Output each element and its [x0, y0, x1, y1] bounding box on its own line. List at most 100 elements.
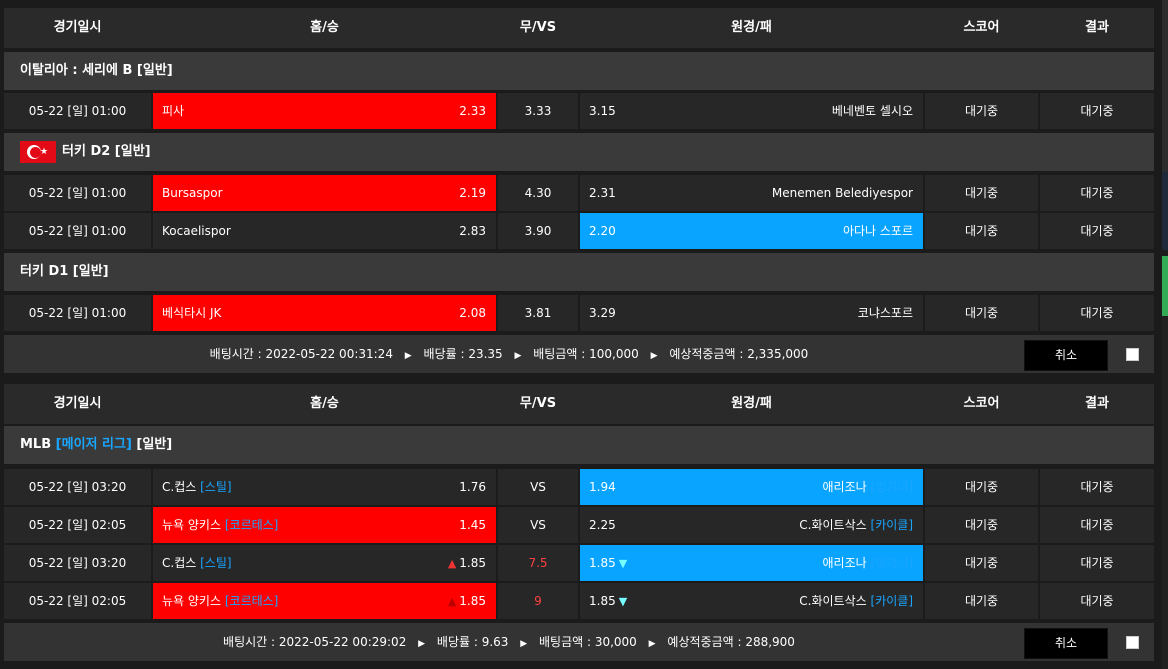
table-header: 경기일시 홈/승 무/VS 원경/패 스코어 결과: [4, 384, 1154, 424]
result-status: 대기중: [1040, 507, 1154, 543]
home-team: 베식타시 JK: [162, 306, 222, 320]
home-team: C.컵스: [162, 480, 197, 494]
home-pitcher: [코르테스]: [224, 594, 279, 608]
home-odds-wrap: ▲ 1.85: [448, 545, 486, 582]
header-score: 스코어: [963, 20, 1000, 35]
away-odds: 2.20: [589, 224, 616, 238]
bet-amount: 배팅금액 : 100,000: [533, 347, 639, 361]
home-odds-cell[interactable]: 뉴욕 양키스 [코르테스] 1.45: [153, 507, 496, 543]
score-status: 대기중: [925, 295, 1038, 331]
home-odds-cell[interactable]: 뉴욕 양키스 [코르테스] ▲ 1.85: [153, 583, 496, 619]
home-team-wrap: 뉴욕 양키스 [코르테스]: [162, 507, 278, 543]
table-header: 경기일시 홈/승 무/VS 원경/패 스코어 결과: [4, 8, 1154, 48]
away-pitcher: [카이클]: [870, 594, 913, 608]
home-odds: 1.76: [459, 480, 486, 494]
header-draw: 무/VS: [519, 396, 557, 411]
away-odds: 2.31: [589, 186, 616, 200]
header-away: 원경/패: [731, 396, 772, 411]
home-odds: 2.83: [459, 224, 486, 238]
away-team: Menemen Belediyespor: [771, 186, 913, 200]
home-odds-cell[interactable]: C.컵스 [스틸] ▲ 1.85: [153, 545, 496, 581]
side-panel-edge: [1162, 172, 1168, 250]
away-odds: 3.15: [589, 104, 616, 118]
game-date: 05-22 [일] 02:05: [4, 583, 151, 619]
side-panel-edge-accent: [1162, 256, 1168, 316]
draw-odds[interactable]: 4.30: [498, 175, 578, 211]
bet-time: 배팅시간 : 2022-05-22 00:31:24: [209, 347, 393, 361]
scrollbar-track[interactable]: [1162, 0, 1168, 172]
score-status: 대기중: [925, 213, 1038, 249]
header-result: 결과: [1085, 396, 1109, 411]
draw-odds[interactable]: VS: [498, 507, 578, 543]
cancel-button[interactable]: 취소: [1024, 340, 1108, 371]
bet-time: 배팅시간 : 2022-05-22 00:29:02: [223, 635, 407, 649]
away-odds-cell[interactable]: 1.85 ▼ C.화이트삭스 [카이클]: [580, 583, 923, 619]
home-team: 뉴욕 양키스: [162, 594, 222, 608]
cancel-button[interactable]: 취소: [1024, 628, 1108, 659]
select-checkbox[interactable]: [1126, 348, 1139, 361]
header-result: 결과: [1085, 20, 1109, 35]
away-odds: 1.85: [589, 556, 616, 570]
game-date: 05-22 [일] 03:20: [4, 545, 151, 581]
away-team-wrap: 애리조나 [빙가너]: [823, 545, 913, 581]
home-odds-cell[interactable]: Bursaspor 2.19: [153, 175, 496, 211]
result-status: 대기중: [1040, 213, 1154, 249]
draw-odds[interactable]: 3.81: [498, 295, 578, 331]
away-team: 애리조나: [822, 556, 867, 570]
away-odds-cell[interactable]: 3.15 베네벤토 셀시오: [580, 93, 923, 129]
away-team-wrap: C.화이트삭스 [카이클]: [799, 507, 913, 543]
table-row: 05-22 [일] 02:05 뉴욕 양키스 [코르테스] ▲ 1.85 9 1.…: [4, 583, 1154, 619]
bet-odds: 배당률 : 9.63: [436, 635, 509, 649]
away-odds-cell[interactable]: 2.25 C.화이트삭스 [카이클]: [580, 507, 923, 543]
away-pitcher: [빙가너]: [870, 480, 913, 494]
home-pitcher: [스틸]: [200, 480, 232, 494]
score-status: 대기중: [925, 545, 1038, 581]
arrow-up-icon: ▲: [447, 595, 457, 608]
table-row: 05-22 [일] 01:00 피사 2.33 3.33 3.15 베네벤토 셀…: [4, 93, 1154, 129]
home-pitcher: [코르테스]: [224, 518, 279, 532]
home-odds-cell[interactable]: 피사 2.33: [153, 93, 496, 129]
draw-odds[interactable]: 3.90: [498, 213, 578, 249]
league-header: 터키 D1 [일반]: [4, 253, 1154, 291]
game-date: 05-22 [일] 01:00: [4, 175, 151, 211]
turkey-flag-icon: ★: [20, 141, 56, 163]
arrow-down-icon: ▼: [618, 595, 628, 608]
home-odds: 1.45: [459, 518, 486, 532]
home-odds-cell[interactable]: C.컵스 [스틸] 1.76: [153, 469, 496, 505]
home-odds-cell[interactable]: Kocaelispor 2.83: [153, 213, 496, 249]
away-team: 애리조나: [822, 480, 867, 494]
arrow-up-icon: ▲: [447, 557, 457, 570]
result-status: 대기중: [1040, 583, 1154, 619]
league-sub: [메이저 리그]: [55, 437, 132, 452]
header-date: 경기일시: [53, 20, 102, 35]
away-odds-cell[interactable]: 3.29 코냐스포르: [580, 295, 923, 331]
league-suffix: [일반]: [136, 437, 173, 452]
away-team: 코냐스포르: [857, 306, 913, 320]
triangle-icon: ▶: [404, 351, 412, 361]
away-team-wrap: 애리조나 [빙가너]: [823, 469, 913, 505]
header-score: 스코어: [963, 396, 1000, 411]
league-name: 터키 D2 [일반]: [62, 144, 151, 159]
away-team: C.화이트삭스: [799, 518, 867, 532]
away-team-wrap: C.화이트삭스 [카이클]: [799, 583, 913, 619]
game-date: 05-22 [일] 03:20: [4, 469, 151, 505]
league-header: 이탈리아 : 세리에 B [일반]: [4, 52, 1154, 90]
home-odds-cell[interactable]: 베식타시 JK 2.08: [153, 295, 496, 331]
draw-odds[interactable]: VS: [498, 469, 578, 505]
handicap-line: 7.5: [498, 545, 578, 581]
home-odds-wrap: ▲ 1.85: [448, 583, 486, 620]
home-odds: 2.19: [459, 186, 486, 200]
away-odds-cell[interactable]: 2.20 아다나 스포르: [580, 213, 923, 249]
away-odds-cell[interactable]: 1.85 ▼ 애리조나 [빙가너]: [580, 545, 923, 581]
table-row: 05-22 [일] 01:00 Bursaspor 2.19 4.30 2.31…: [4, 175, 1154, 211]
away-odds: 2.25: [589, 518, 616, 532]
draw-odds[interactable]: 3.33: [498, 93, 578, 129]
league-name: MLB [메이저 리그] [일반]: [20, 426, 172, 464]
bet-summary-info: 배팅시간 : 2022-05-22 00:29:02 ▶ 배당률 : 9.63 …: [4, 623, 1014, 663]
bet-amount: 배팅금액 : 30,000: [539, 635, 637, 649]
away-odds-cell[interactable]: 2.31 Menemen Belediyespor: [580, 175, 923, 211]
game-date: 05-22 [일] 01:00: [4, 93, 151, 129]
table-row: 05-22 [일] 02:05 뉴욕 양키스 [코르테스] 1.45 VS 2.…: [4, 507, 1154, 543]
select-checkbox[interactable]: [1126, 636, 1139, 649]
away-odds-cell[interactable]: 1.94 애리조나 [빙가너]: [580, 469, 923, 505]
